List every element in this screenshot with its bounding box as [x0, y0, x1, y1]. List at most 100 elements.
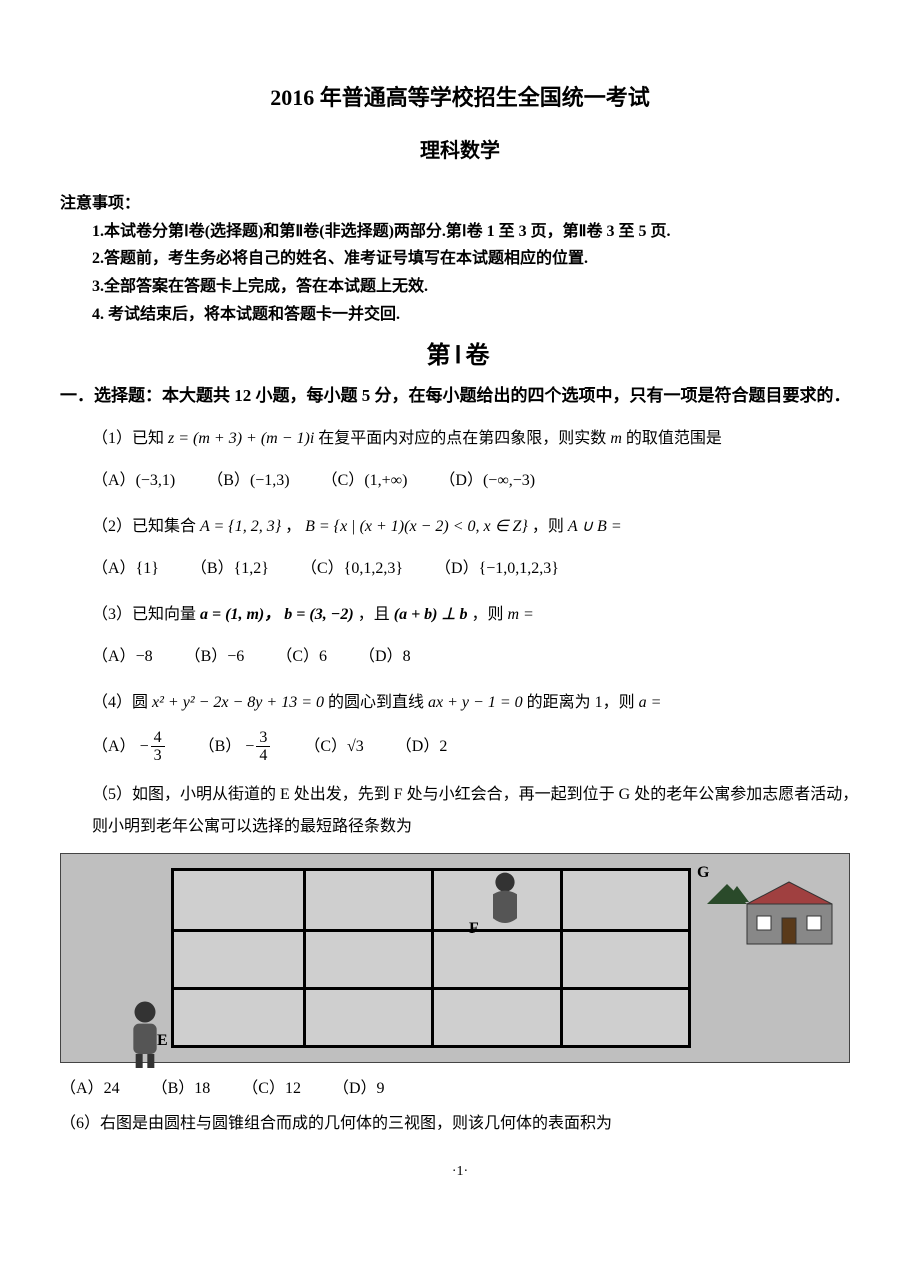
q4-choice-d: （D）2	[396, 731, 448, 763]
choice-value: {1,2}	[234, 560, 269, 577]
question-4: （4）圆 x² + y² − 2x − 8y + 13 = 0 的圆心到直线 a…	[92, 687, 860, 719]
choice-label-c: （C）	[322, 472, 365, 489]
q5-figure: E F G	[60, 853, 860, 1063]
q2-choice-a: （A）{1}	[92, 553, 159, 585]
q3-choice-a: （A）−8	[92, 641, 153, 673]
choice-label-c: （C）	[304, 738, 347, 755]
q2-choices: （A）{1} （B）{1,2} （C）{0,1,2,3} （D）{−1,0,1,…	[92, 553, 860, 585]
choice-value: (1,+∞)	[364, 472, 407, 489]
person-f-icon	[481, 870, 529, 928]
question-1: （1）已知 z = (m + 3) + (m − 1)i 在复平面内对应的点在第…	[92, 423, 860, 455]
choice-value: 6	[319, 648, 327, 665]
q1-suffix: 的取值范围是	[626, 430, 722, 447]
person-e-icon	[121, 998, 169, 1068]
q4-choice-b: （B） −34	[199, 729, 273, 765]
q5-choice-c: （C）12	[242, 1073, 301, 1105]
notice-list: 1.本试卷分第Ⅰ卷(选择题)和第Ⅱ卷(非选择题)两部分.第Ⅰ卷 1 至 3 页，…	[60, 219, 860, 327]
question-6: （6）右图是由圆柱与圆锥组合而成的几何体的三视图，则该几何体的表面积为	[60, 1111, 860, 1137]
frac-num: 4	[151, 729, 165, 748]
choice-value: −6	[227, 648, 244, 665]
q4-choices: （A） −43 （B） −34 （C）√3 （D）2	[92, 729, 860, 765]
exam-subtitle: 理科数学	[60, 135, 860, 167]
question-2: （2）已知集合 A = {1, 2, 3} ， B = {x | (x + 1)…	[92, 511, 860, 543]
q1-prefix: （1）已知	[92, 430, 168, 447]
q5-choice-a: （A）24	[60, 1073, 120, 1105]
page-number: ·1·	[60, 1161, 860, 1183]
choice-value: {0,1,2,3}	[344, 560, 403, 577]
choice-label-d: （D）	[359, 648, 403, 665]
choice-value: 8	[403, 648, 411, 665]
q3-ask: m =	[507, 606, 533, 623]
frac-den: 3	[151, 747, 165, 765]
q3-choice-d: （D）8	[359, 641, 411, 673]
choice-label-d: （D）	[439, 472, 483, 489]
q2-prefix: （2）已知集合	[92, 518, 200, 535]
q2-setB: B = {x | (x + 1)(x − 2) < 0, x ∈ Z}	[305, 518, 528, 535]
q3-choice-b: （B）−6	[185, 641, 245, 673]
q1-choice-d: （D）(−∞,−3)	[439, 465, 535, 497]
q2-mid: ，则	[532, 518, 568, 535]
q3-vecA: a = (1, m)，	[200, 606, 280, 623]
choice-label-b: （B）	[191, 560, 234, 577]
q3-mid2: ，则	[471, 606, 507, 623]
choice-value: 12	[285, 1080, 301, 1097]
q4-choice-c: （C）√3	[304, 731, 363, 763]
choice-label-a: （A）	[92, 472, 136, 489]
q4-choice-a: （A） −43	[92, 729, 167, 765]
choice-label-a: （A）	[92, 560, 136, 577]
choice-value: −8	[136, 648, 153, 665]
notice-item: 2.答题前，考生务必将自己的姓名、准考证号填写在本试题相应的位置.	[92, 246, 860, 272]
notice-item: 3.全部答案在答题卡上完成，答在本试题上无效.	[92, 274, 860, 300]
question-5: （5）如图，小明从街道的 E 处出发，先到 F 处与小红会合，再一起到位于 G …	[92, 779, 860, 843]
q4-mid1: 的圆心到直线	[328, 694, 428, 711]
road-grid	[171, 868, 691, 1048]
q2-setA: A = {1, 2, 3}	[200, 518, 281, 535]
choice-value: (−1,3)	[250, 472, 290, 489]
choice-label-c: （C）	[301, 560, 344, 577]
q3-choice-c: （C）6	[276, 641, 327, 673]
choice-label-d: （D）	[435, 560, 479, 577]
notice-header: 注意事项：	[60, 191, 860, 217]
choice-label-c: （C）	[242, 1080, 285, 1097]
q4-prefix: （4）圆	[92, 694, 152, 711]
choice-label-c: （C）	[276, 648, 319, 665]
choice-label-a: （A）	[92, 648, 136, 665]
exam-title: 2016 年普通高等学校招生全国统一考试	[60, 80, 860, 115]
choice-value: 2	[439, 738, 447, 755]
choice-label-a: （A）	[92, 738, 136, 755]
part-title: 第Ⅰ卷	[60, 337, 860, 375]
q2-choice-c: （C）{0,1,2,3}	[301, 553, 403, 585]
notice-item: 1.本试卷分第Ⅰ卷(选择题)和第Ⅱ卷(非选择题)两部分.第Ⅰ卷 1 至 3 页，…	[92, 219, 860, 245]
house-icon	[707, 874, 837, 954]
q2-expr: A ∪ B =	[568, 518, 622, 535]
section-header: 一．选择题：本大题共 12 小题，每小题 5 分，在每小题给出的四个选项中，只有…	[60, 382, 860, 409]
choice-label-b: （B）	[199, 738, 242, 755]
choice-label-b: （B）	[207, 472, 250, 489]
q3-choices: （A）−8 （B）−6 （C）6 （D）8	[92, 641, 860, 673]
q5-choice-d: （D）9	[333, 1073, 385, 1105]
choice-value: {−1,0,1,2,3}	[479, 560, 559, 577]
q2-choice-b: （B）{1,2}	[191, 553, 269, 585]
choice-value: (−∞,−3)	[483, 472, 535, 489]
q5-choice-b: （B）18	[152, 1073, 211, 1105]
q4-b-sign: −	[245, 738, 254, 755]
notice-item: 4. 考试结束后，将本试题和答题卡一并交回.	[92, 302, 860, 328]
choice-value: 9	[377, 1080, 385, 1097]
q4-mid2: 的距离为 1，则	[527, 694, 639, 711]
q2-choice-d: （D）{−1,0,1,2,3}	[435, 553, 559, 585]
frac-num: 3	[256, 729, 270, 748]
choice-value: √3	[347, 738, 364, 755]
choice-value: 18	[194, 1080, 210, 1097]
q3-mid1: ，且	[358, 606, 394, 623]
choice-value: (−3,1)	[136, 472, 176, 489]
choice-label-b: （B）	[185, 648, 228, 665]
q4-ask: a =	[639, 694, 662, 711]
choice-label-a: （A）	[60, 1080, 104, 1097]
choice-label-b: （B）	[152, 1080, 195, 1097]
choice-value: {1}	[136, 560, 159, 577]
q1-formula: z = (m + 3) + (m − 1)i	[168, 430, 314, 447]
q2-sep: ，	[285, 518, 301, 535]
q1-choice-a: （A）(−3,1)	[92, 465, 175, 497]
fraction: 34	[256, 729, 270, 765]
q3-prefix: （3）已知向量	[92, 606, 200, 623]
